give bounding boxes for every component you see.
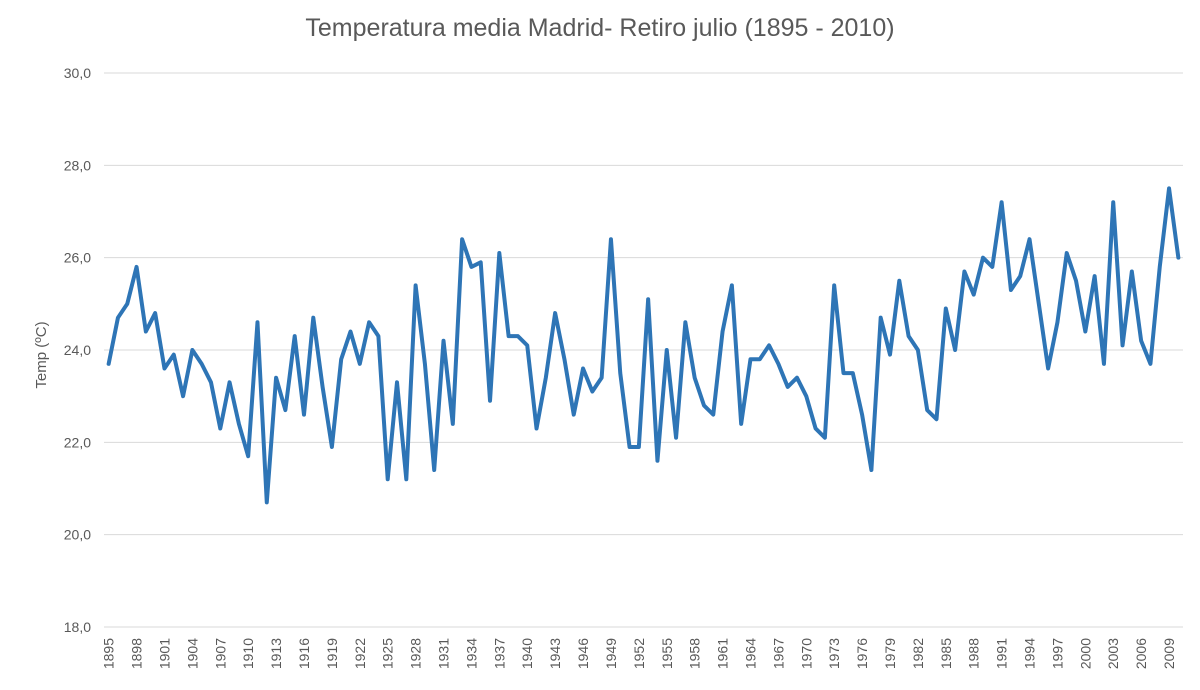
x-tick-label: 1922 xyxy=(352,638,368,669)
x-tick-label: 1985 xyxy=(938,638,954,669)
y-tick-label: 26,0 xyxy=(64,250,91,266)
x-tick-label: 1937 xyxy=(491,638,507,669)
y-tick-label: 18,0 xyxy=(64,619,91,635)
x-tick-label: 1958 xyxy=(687,638,703,669)
x-tick-label: 1946 xyxy=(575,638,591,669)
y-tick-label: 28,0 xyxy=(64,157,91,173)
y-tick-label: 24,0 xyxy=(64,342,91,358)
x-tick-label: 1901 xyxy=(156,638,172,669)
x-tick-label: 1988 xyxy=(966,638,982,669)
x-tick-label: 1931 xyxy=(436,638,452,669)
x-tick-label: 1940 xyxy=(519,638,535,669)
x-tick-label: 1979 xyxy=(882,638,898,669)
x-tick-label: 1970 xyxy=(798,638,814,669)
x-tick-label: 1967 xyxy=(770,638,786,669)
x-tick-label: 1955 xyxy=(659,638,675,669)
x-tick-label: 1949 xyxy=(603,638,619,669)
x-tick-label: 1907 xyxy=(212,638,228,669)
x-tick-label: 1976 xyxy=(854,638,870,669)
x-tick-label: 1904 xyxy=(184,638,200,669)
y-tick-label: 20,0 xyxy=(64,527,91,543)
x-tick-label: 2003 xyxy=(1105,638,1121,669)
x-tick-label: 1982 xyxy=(910,638,926,669)
x-tick-label: 1994 xyxy=(1022,638,1038,669)
x-tick-label: 1973 xyxy=(826,638,842,669)
y-tick-label: 30,0 xyxy=(64,65,91,81)
x-tick-label: 1895 xyxy=(101,638,117,669)
x-tick-label: 1952 xyxy=(631,638,647,669)
x-tick-label: 1997 xyxy=(1049,638,1065,669)
x-tick-label: 1910 xyxy=(240,638,256,669)
y-tick-label: 22,0 xyxy=(64,434,91,450)
x-tick-label: 1913 xyxy=(268,638,284,669)
x-tick-label: 1934 xyxy=(463,638,479,669)
x-tick-label: 1964 xyxy=(742,638,758,669)
series-line xyxy=(106,186,1181,505)
x-tick-label: 1961 xyxy=(715,638,731,669)
x-tick-label: 1943 xyxy=(547,638,563,669)
y-axis-title: Temp (ºC) xyxy=(33,321,50,388)
series xyxy=(106,186,1181,505)
x-tick-label: 1916 xyxy=(296,638,312,669)
x-tick-label: 2000 xyxy=(1077,638,1093,669)
x-tick-label: 1991 xyxy=(994,638,1010,669)
x-tick-label: 1928 xyxy=(408,638,424,669)
x-tick-label: 2006 xyxy=(1133,638,1149,669)
x-tick-label: 1919 xyxy=(324,638,340,669)
chart-title: Temperatura media Madrid- Retiro julio (… xyxy=(305,14,895,42)
x-axis-ticks: 1895 1898 1901 1904 1907 1910 1913 1916 1919 1922… xyxy=(101,638,1177,669)
x-tick-label: 1898 xyxy=(129,638,145,669)
y-axis-ticks: 18,0 20,0 22,0 24,0 26,0 28,0 30,0 xyxy=(64,65,91,635)
x-tick-label: 2009 xyxy=(1161,638,1177,669)
x-tick-label: 1925 xyxy=(380,638,396,669)
